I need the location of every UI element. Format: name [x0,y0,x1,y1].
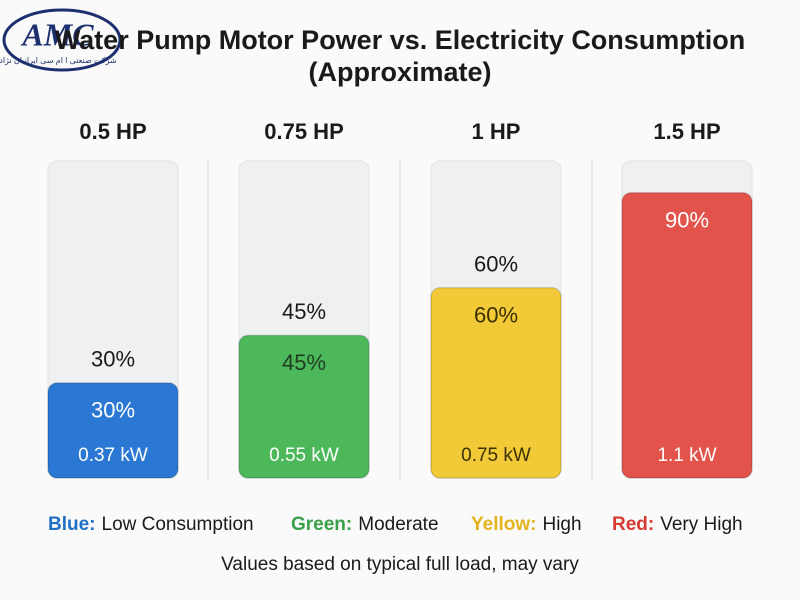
legend-key: Yellow: [471,514,536,535]
value-label-above: 45% [282,299,326,324]
bar [430,287,562,479]
legend-label: Moderate [358,514,438,535]
power-label: 0.37 kW [78,445,148,466]
power-label: 0.75 kW [461,445,531,466]
legend-key: Green: [291,514,352,535]
value-label: 90% [665,208,709,233]
value-label: 30% [91,398,135,423]
legend-entry: Blue: Low Consumption [48,514,254,535]
legend-key: Red: [612,514,654,535]
category-label: 0.5 HP [79,119,146,144]
category-label: 1 HP [472,119,521,144]
category-label: 0.75 HP [264,119,344,144]
logo-ring [2,8,122,72]
bar [238,334,370,479]
legend-entry: Green: Moderate [291,514,439,535]
legend-label: High [542,514,581,535]
bar [47,382,179,479]
legend-key: Blue: [48,514,96,535]
power-label: 1.1 kW [657,445,716,466]
category-label: 1.5 HP [653,119,720,144]
bar [621,191,753,479]
legend-label: Very High [660,514,742,535]
legend-entry: Yellow: High [471,514,582,535]
legend-label: Low Consumption [102,514,254,535]
logo-subtitle: شرکت صنعتی ا ام سی ایرانیان نژاد [0,56,117,65]
power-label: 0.55 kW [269,445,339,466]
chart-subtitle: (Approximate) [308,57,491,87]
value-label: 60% [474,303,518,328]
legend-entry: Red: Very High [612,514,743,535]
value-label: 45% [282,350,326,375]
chart-title: Water Pump Motor Power vs. Electricity C… [55,25,746,55]
footnote: Values based on typical full load, may v… [221,554,579,575]
value-label-above: 30% [91,347,135,372]
value-label-above: 60% [474,252,518,277]
logo-text: AMC [20,16,94,52]
